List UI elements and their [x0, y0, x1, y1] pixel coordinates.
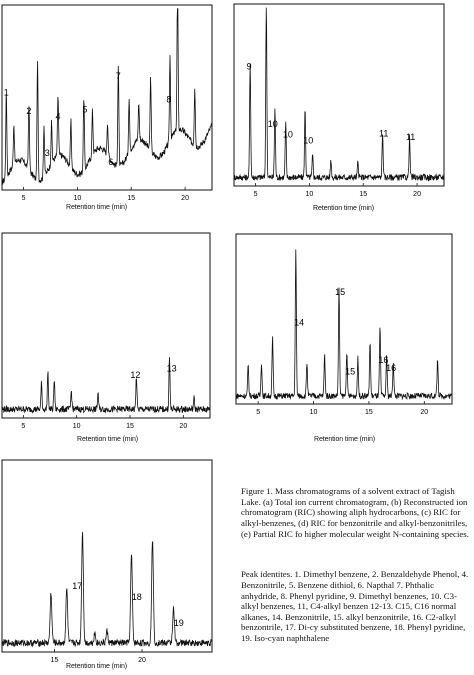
peak-label: 10 — [283, 130, 293, 140]
peak-label: 4 — [55, 112, 60, 122]
x-tick-label: 15 — [51, 657, 59, 664]
plot-frame — [233, 3, 445, 187]
plot-frame — [1, 459, 213, 653]
peak-label: 8 — [166, 94, 171, 104]
plot-frame — [1, 4, 213, 191]
chromatogram-b: 5 10 15 20 9 10 10 10 11 11 Retention time (min) — [232, 0, 456, 228]
peak-label: 5 — [82, 105, 87, 115]
peak-label: 13 — [167, 363, 177, 373]
x-tick-label: 5 — [254, 191, 258, 198]
x-tick-label: 10 — [73, 423, 81, 430]
caption-figure-text: Figure 1. Mass chromatograms of a solven… — [241, 486, 470, 539]
peak-label: 10 — [303, 136, 313, 146]
chromatogram-a: 5 10 15 20 1 2 3 4 5 6 7 8 Retention time (min) — [0, 0, 215, 228]
peak-label: 16 — [378, 355, 388, 365]
chromatogram-c: 5 10 15 20 12 13 Retention time (min) — [0, 228, 215, 450]
chromatogram-trace — [1, 8, 213, 185]
plot-frame — [1, 232, 211, 419]
peak-label: 18 — [132, 592, 142, 602]
peak-label: 3 — [45, 148, 50, 158]
x-tick-label: 20 — [413, 191, 421, 198]
figure-caption: Figure 1. Mass chromatograms of a solven… — [241, 465, 473, 663]
peak-label: 15 — [335, 287, 345, 297]
x-tick-label: 5 — [22, 195, 26, 202]
x-axis-label: Retention time (min) — [313, 205, 375, 212]
chromatogram-d: 5 10 15 20 14 15 15 16 16 Retention time (min) — [232, 228, 456, 450]
peak-label: 1 — [4, 88, 9, 98]
chromatogram-trace — [1, 357, 211, 414]
x-axis-label: Retention time (min) — [66, 663, 128, 670]
peak-label: 12 — [130, 370, 140, 380]
x-tick-label: 15 — [359, 191, 367, 198]
peak-label: 16 — [386, 363, 396, 373]
x-axis-label: Retention time (min) — [77, 436, 139, 443]
peak-label: 9 — [247, 62, 252, 72]
plot-frame — [235, 233, 453, 405]
x-tick-label: 5 — [21, 423, 25, 430]
chromatogram-b-plot: 5 10 15 20 9 10 10 10 11 11 — [233, 3, 445, 198]
peak-label: 17 — [72, 581, 82, 591]
peak-label: 2 — [26, 106, 31, 116]
peak-label: 7 — [116, 71, 121, 81]
chromatogram-trace — [235, 249, 453, 401]
x-tick-label: 5 — [256, 409, 260, 416]
x-axis-label: Retention time (min) — [314, 436, 376, 443]
chromatogram-e: 15 20 17 18 19 Retention time (min) — [0, 450, 215, 675]
x-tick-label: 10 — [73, 195, 81, 202]
chromatogram-trace — [1, 531, 213, 648]
x-tick-label: 20 — [420, 409, 428, 416]
x-tick-label: 15 — [126, 423, 134, 430]
x-tick-label: 15 — [127, 195, 135, 202]
x-tick-label: 10 — [305, 191, 313, 198]
x-tick-label: 20 — [181, 195, 189, 202]
x-tick-label: 20 — [179, 423, 187, 430]
chromatogram-a-plot: 5 10 15 20 1 2 3 4 5 6 7 8 — [1, 4, 213, 202]
chromatogram-e-plot: 15 20 17 18 19 — [1, 459, 213, 664]
peak-label: 10 — [268, 119, 278, 129]
x-axis-label: Retention time (min) — [66, 204, 128, 211]
caption-peak-identities: Peak identites. 1. Dimethyl benzene, 2. … — [241, 569, 471, 643]
peak-label: 6 — [108, 157, 113, 167]
chromatogram-trace — [233, 7, 445, 182]
x-tick-label: 20 — [138, 657, 146, 664]
x-tick-label: 10 — [310, 409, 318, 416]
peak-label: 15 — [345, 366, 355, 376]
chromatogram-c-plot: 5 10 15 20 12 13 — [1, 232, 211, 430]
peak-label: 14 — [294, 317, 304, 327]
peak-label: 11 — [379, 129, 388, 139]
peak-label: 11 — [406, 132, 415, 142]
peak-label: 19 — [174, 618, 184, 628]
x-tick-label: 15 — [365, 409, 373, 416]
